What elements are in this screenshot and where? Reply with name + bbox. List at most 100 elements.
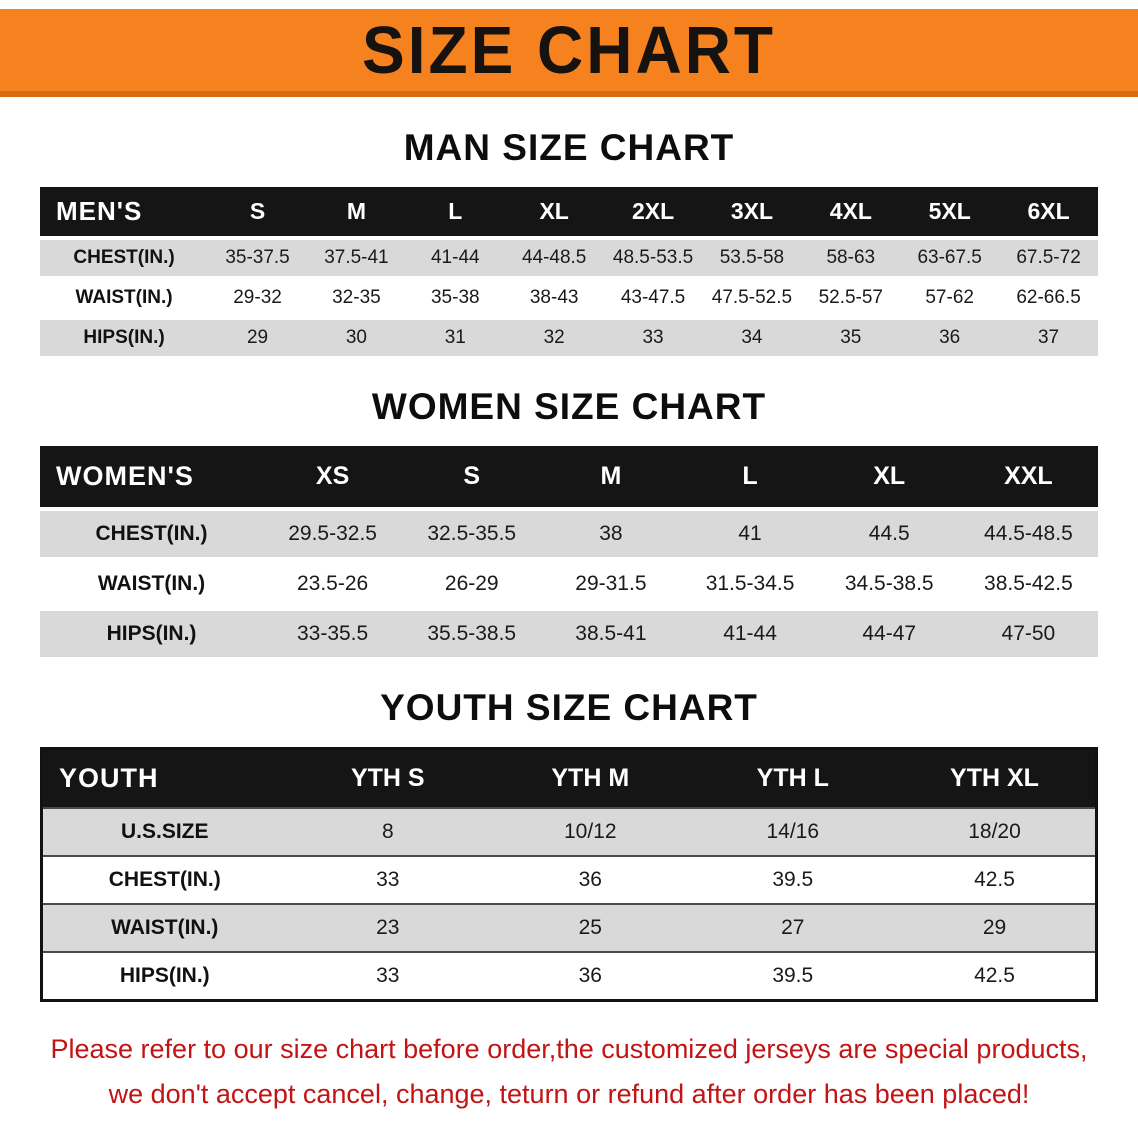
table-header-row: WOMEN'S XS S M L XL XXL bbox=[40, 446, 1098, 509]
table-cell: 44.5-48.5 bbox=[984, 522, 1073, 545]
women-section-heading: WOMEN SIZE CHART bbox=[371, 386, 767, 427]
table-row: HIPS(IN.) 33 36 39.5 42.5 bbox=[41, 952, 1097, 1001]
table-corner-label: YOUTH bbox=[41, 748, 287, 808]
column-header: 5XL bbox=[900, 187, 1000, 238]
row-label: HIPS(IN.) bbox=[106, 622, 197, 645]
men-size-table-wrap: MEN'S S M L XL 2XL 3XL 4XL 5XL 6XL CHEST(IN.) 35-37… bbox=[40, 187, 1098, 356]
table-cell: 39.5 bbox=[772, 868, 814, 891]
table-cell: 44-48.5 bbox=[521, 247, 587, 268]
women-size-table-wrap: WOMEN'S XS S M L XL XXL CHEST(IN.) 29.5-32.5 32.5… bbox=[40, 446, 1098, 657]
table-cell: 36 bbox=[578, 964, 602, 987]
table-cell: 10/12 bbox=[563, 820, 617, 843]
table-cell: 32.5-35.5 bbox=[427, 522, 517, 545]
table-cell: 33-35.5 bbox=[296, 622, 369, 645]
table-cell: 23 bbox=[376, 916, 400, 939]
table-cell: 52.5-57 bbox=[818, 287, 884, 308]
table-cell: 39.5 bbox=[772, 964, 814, 987]
table-row: CHEST(IN.) 35-37.5 37.5-41 41-44 44-48.5 48.5… bbox=[40, 238, 1098, 278]
column-header: YTH L bbox=[691, 748, 894, 808]
table-cell: 42.5 bbox=[974, 964, 1015, 987]
table-row: CHEST(IN.) 33 36 39.5 42.5 bbox=[41, 856, 1097, 904]
table-cell: 29-31.5 bbox=[575, 572, 647, 595]
youth-section-heading: YOUTH SIZE CHART bbox=[380, 687, 758, 728]
table-cell: 29.5-32.5 bbox=[288, 522, 377, 545]
table-row: CHEST(IN.) 29.5-32.5 32.5-35.5 38 41 44.5 44.5… bbox=[40, 509, 1098, 559]
table-cell: 48.5-53.5 bbox=[612, 247, 694, 268]
table-cell: 63-67.5 bbox=[917, 247, 982, 268]
row-label: CHEST(IN.) bbox=[108, 868, 221, 891]
table-cell: 35-38 bbox=[430, 287, 480, 308]
section-women: WOMEN SIZE CHART WOMEN'S XS S M L XL XXL CHEST(… bbox=[0, 386, 1138, 657]
column-header: S bbox=[402, 446, 542, 509]
table-cell: 58-63 bbox=[826, 247, 876, 268]
table-cell: 33 bbox=[642, 327, 664, 348]
column-header: YTH M bbox=[489, 748, 692, 808]
youth-size-table: YOUTH YTH S YTH M YTH L YTH XL U.S.SIZE 8 10/12… bbox=[40, 747, 1098, 1002]
table-cell: 36 bbox=[939, 327, 961, 348]
table-cell: 44.5 bbox=[868, 522, 910, 545]
table-cell: 32-35 bbox=[332, 287, 381, 308]
column-header: M bbox=[541, 446, 681, 509]
table-cell: 57-62 bbox=[925, 287, 974, 308]
column-header: 2XL bbox=[603, 187, 703, 238]
table-cell: 35 bbox=[840, 327, 862, 348]
table-cell: 30 bbox=[345, 327, 367, 348]
men-size-table: MEN'S S M L XL 2XL 3XL 4XL 5XL 6XL CHEST(IN.) 35-37… bbox=[40, 187, 1098, 356]
size-chart-page: SIZE CHART MAN SIZE CHART MEN'S S M L XL 2XL 3… bbox=[0, 9, 1138, 1141]
footnote: Please refer to our size chart before or… bbox=[24, 1028, 1114, 1116]
table-cell: 36 bbox=[578, 868, 602, 891]
table-cell: 41 bbox=[738, 522, 762, 545]
row-label: WAIST(IN.) bbox=[97, 572, 206, 595]
table-cell: 47-50 bbox=[1001, 622, 1056, 645]
table-cell: 38.5-42.5 bbox=[984, 572, 1073, 595]
column-header: XL bbox=[819, 446, 959, 509]
table-cell: 29 bbox=[982, 916, 1007, 939]
table-cell: 47.5-52.5 bbox=[711, 287, 793, 308]
column-header: L bbox=[405, 187, 505, 238]
table-cell: 43-47.5 bbox=[620, 287, 686, 308]
table-cell: 41-44 bbox=[430, 247, 480, 268]
table-row: HIPS(IN.) 29 30 31 32 33 34 35 36 37 bbox=[40, 318, 1098, 356]
table-header-row: MEN'S S M L XL 2XL 3XL 4XL 5XL 6XL bbox=[40, 187, 1098, 238]
table-cell: 31 bbox=[444, 327, 466, 348]
table-cell: 44-47 bbox=[862, 622, 917, 645]
table-cell: 33 bbox=[376, 964, 400, 987]
men-section-heading: MAN SIZE CHART bbox=[403, 127, 735, 168]
table-cell: 67.5-72 bbox=[1016, 247, 1081, 268]
table-cell: 38 bbox=[599, 522, 623, 545]
table-cell: 34 bbox=[741, 327, 763, 348]
row-label: HIPS(IN.) bbox=[119, 964, 210, 987]
table-cell: 29-32 bbox=[233, 287, 282, 308]
column-header: 4XL bbox=[801, 187, 901, 238]
column-header: L bbox=[680, 446, 820, 509]
table-cell: 26-29 bbox=[444, 572, 499, 595]
table-cell: 35.5-38.5 bbox=[427, 622, 517, 645]
row-label: U.S.SIZE bbox=[121, 820, 209, 843]
table-row: WAIST(IN.) 23 25 27 29 bbox=[41, 904, 1097, 952]
table-row: HIPS(IN.) 33-35.5 35.5-38.5 38.5-41 41-44 44-… bbox=[40, 609, 1098, 657]
column-header: XS bbox=[263, 446, 403, 509]
table-cell: 34.5-38.5 bbox=[844, 572, 934, 595]
column-header: M bbox=[306, 187, 406, 238]
column-header: XXL bbox=[958, 446, 1098, 509]
column-header: 6XL bbox=[999, 187, 1098, 238]
row-label: CHEST(IN.) bbox=[95, 522, 208, 545]
table-cell: 14/16 bbox=[766, 820, 820, 843]
table-cell: 41-44 bbox=[723, 622, 777, 645]
table-cell: 8 bbox=[381, 820, 394, 843]
table-cell: 23.5-26 bbox=[296, 572, 369, 595]
table-cell: 38.5-41 bbox=[575, 622, 647, 645]
column-header: S bbox=[208, 187, 307, 238]
row-label: WAIST(IN.) bbox=[75, 287, 173, 308]
table-corner-label: WOMEN'S bbox=[40, 446, 264, 509]
section-men: MAN SIZE CHART MEN'S S M L XL 2XL 3XL 4XL 5XL 6XL… bbox=[0, 127, 1138, 356]
column-header: YTH S bbox=[286, 748, 490, 808]
column-header: YTH XL bbox=[894, 748, 1097, 808]
column-header: XL bbox=[504, 187, 604, 238]
table-cell: 35-37.5 bbox=[225, 247, 290, 268]
section-youth: YOUTH SIZE CHART YOUTH YTH S YTH M YTH L YTH… bbox=[0, 687, 1138, 1002]
table-row: WAIST(IN.) 23.5-26 26-29 29-31.5 31.5-34.5 34… bbox=[40, 559, 1098, 609]
table-cell: 32 bbox=[543, 327, 565, 348]
women-size-table: WOMEN'S XS S M L XL XXL CHEST(IN.) 29.5-32.5 32.5… bbox=[40, 446, 1098, 657]
table-cell: 18/20 bbox=[968, 820, 1021, 843]
